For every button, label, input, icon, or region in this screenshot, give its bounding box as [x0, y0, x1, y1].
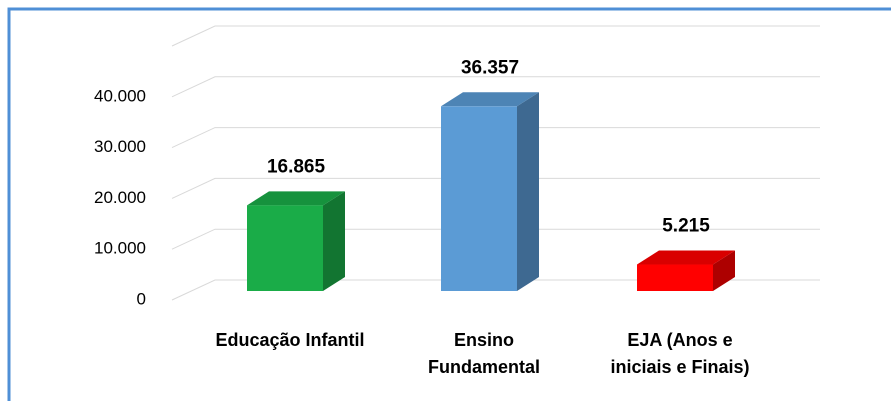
y-tick-label: 30.000 — [94, 137, 146, 156]
grid-line — [171, 279, 820, 301]
grid-line — [171, 127, 820, 149]
value-label: 36.357 — [461, 57, 519, 78]
y-tick-label: 20.000 — [94, 188, 146, 207]
x-tick-label: Educação Infantil — [215, 330, 364, 350]
grid-line — [171, 228, 820, 250]
y-tick-label: 40.000 — [94, 86, 146, 105]
frame — [7, 7, 891, 401]
x-tick-label: EJA (Anos e — [627, 330, 732, 350]
y-tick-label: 0 — [137, 289, 146, 308]
bar-top — [637, 250, 735, 265]
x-tick-label: Fundamental — [428, 357, 540, 377]
bar — [441, 106, 517, 291]
bar-side — [713, 250, 735, 291]
grid-line — [171, 177, 820, 199]
x-tick-label: Ensino — [454, 330, 514, 350]
grid-line — [171, 25, 820, 47]
bar-top — [441, 92, 539, 107]
value-label: 5.215 — [662, 216, 710, 237]
bar — [247, 205, 323, 291]
x-tick-label: iniciais e Finais) — [610, 357, 749, 377]
bar — [637, 264, 713, 291]
bar-side — [517, 92, 539, 291]
grid-line — [171, 76, 820, 98]
bar-side — [323, 191, 345, 291]
y-tick-label: 10.000 — [94, 239, 146, 258]
value-label: 16.865 — [267, 156, 326, 177]
bar-top — [247, 191, 345, 206]
